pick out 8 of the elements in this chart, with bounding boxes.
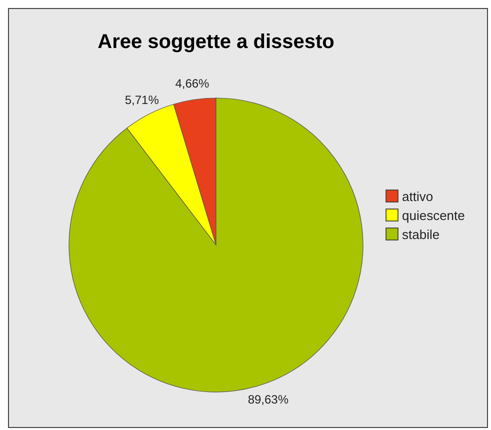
chart-title: Aree soggette a dissesto bbox=[98, 31, 334, 53]
data-label: 4,66% bbox=[175, 76, 210, 91]
legend-label: quiescente bbox=[402, 208, 465, 223]
pie-slice bbox=[68, 98, 364, 392]
data-label: 89,63% bbox=[248, 392, 289, 406]
legend-label: attivo bbox=[402, 189, 434, 204]
data-label: 5,71% bbox=[124, 92, 160, 107]
legend-label: stabile bbox=[402, 227, 440, 242]
